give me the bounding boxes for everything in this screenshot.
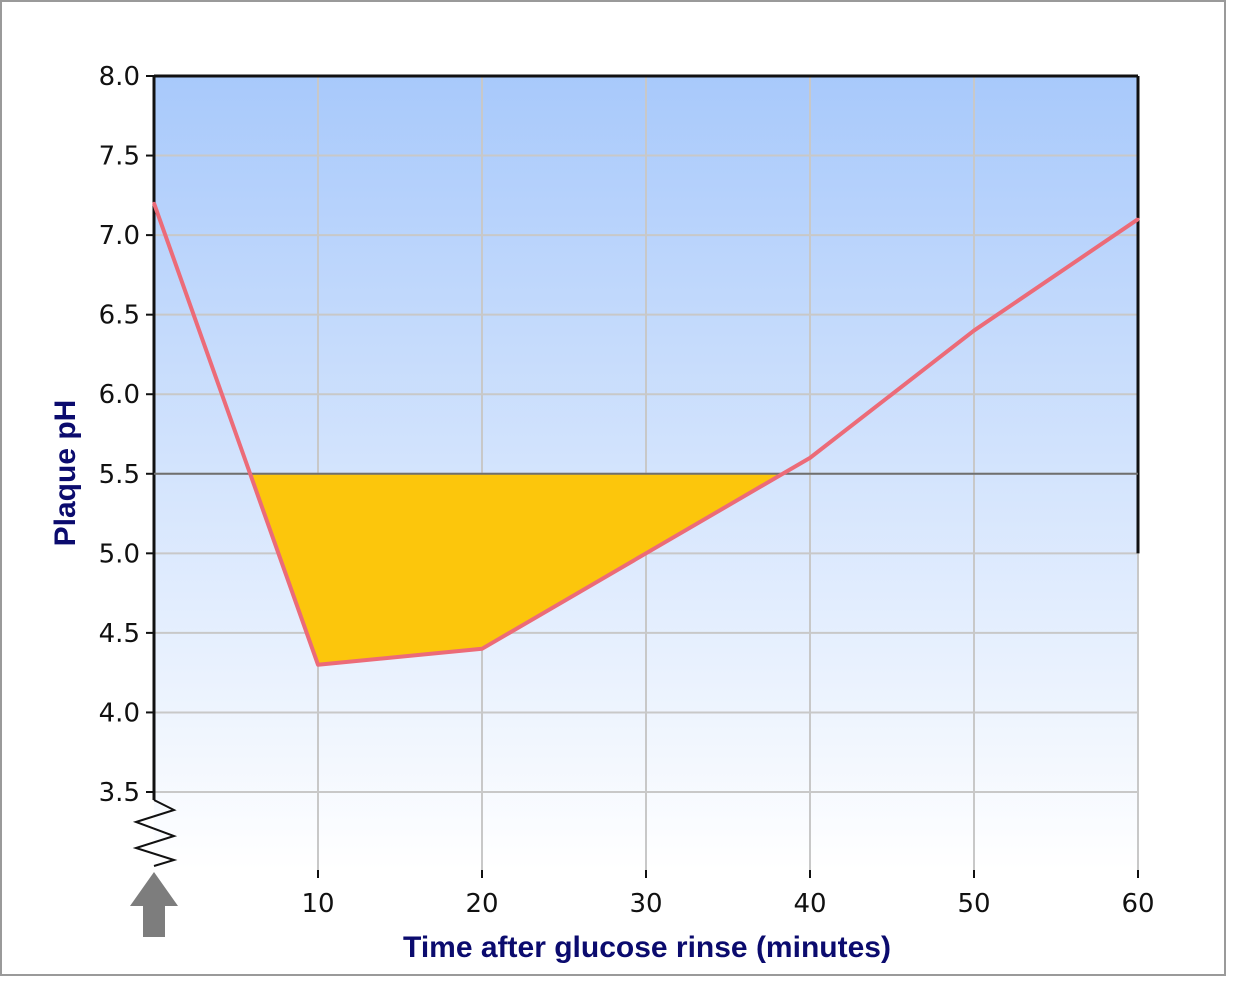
data-point: [808, 456, 812, 460]
x-tick-label: 20: [465, 889, 498, 919]
y-tick-label: 5.5: [99, 460, 140, 490]
x-tick-label: 10: [301, 889, 334, 919]
y-tick-label: 7.5: [99, 142, 140, 172]
y-tick-label: 6.0: [99, 380, 140, 410]
zigzag-break-icon: [132, 799, 178, 867]
y-tick-label: 4.0: [99, 698, 140, 728]
y-tick-label: 4.5: [99, 619, 140, 649]
up-arrow-icon: [130, 872, 178, 937]
y-tick-label: 5.0: [99, 539, 140, 569]
x-tick-label: 50: [957, 889, 990, 919]
data-point: [480, 647, 484, 651]
x-axis-title: Time after glucose rinse (minutes): [403, 931, 891, 964]
data-point: [972, 329, 976, 333]
y-tick-label: 3.5: [99, 778, 140, 808]
data-point: [152, 201, 156, 205]
data-point: [316, 663, 320, 667]
shaded-region: [250, 473, 783, 665]
y-axis-title: Plaque pH: [49, 400, 82, 547]
data-point: [1136, 217, 1140, 221]
x-tick-label: 30: [629, 889, 662, 919]
y-tick-label: 6.5: [99, 301, 140, 331]
data-point: [644, 551, 648, 555]
y-tick-label: 8.0: [99, 62, 140, 92]
y-tick-label: 7.0: [99, 221, 140, 251]
x-tick-label: 40: [793, 889, 826, 919]
x-tick-label: 60: [1121, 889, 1154, 919]
